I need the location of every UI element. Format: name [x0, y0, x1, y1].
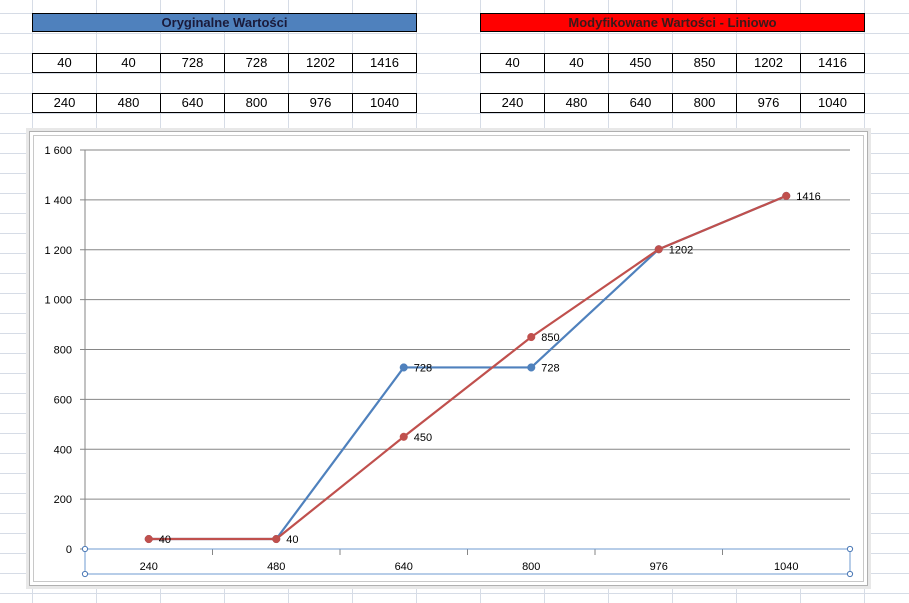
x-axis-selection-box[interactable] [84, 548, 851, 575]
selection-handles[interactable] [81, 545, 854, 578]
resize-handle[interactable] [81, 570, 89, 578]
table-cell[interactable]: 240 [33, 94, 97, 112]
data-label: 450 [414, 432, 432, 444]
x-tick-label: 240 [140, 561, 158, 573]
x-tick-label: 800 [522, 561, 540, 573]
table-cell[interactable]: 640 [161, 94, 225, 112]
table-cell[interactable]: 1202 [289, 54, 353, 72]
table-cell[interactable]: 1040 [353, 94, 417, 112]
table-cell[interactable]: 800 [225, 94, 289, 112]
table-cell[interactable]: 850 [673, 54, 737, 72]
data-point-marker[interactable] [144, 534, 153, 544]
gridlines [85, 149, 850, 500]
modified-values-header[interactable]: Modyfikowane Wartości - Liniowo [480, 13, 865, 32]
table-cell[interactable]: 728 [225, 54, 289, 72]
data-point-marker[interactable] [527, 363, 536, 372]
original-x-row: 240 480 640 800 976 1040 [32, 93, 417, 113]
modified-values-row: 40 40 450 850 1202 1416 [480, 53, 865, 73]
y-tick-label: 0 [66, 544, 72, 556]
table-cell[interactable]: 240 [481, 94, 545, 112]
y-tick-label: 600 [54, 394, 72, 406]
data-point-marker[interactable] [272, 534, 281, 544]
table-cell[interactable]: 640 [609, 94, 673, 112]
data-label: 728 [541, 362, 559, 374]
series-lines[interactable] [144, 191, 791, 544]
axes: 0 200 400 600 800 1 000 1 200 1 400 1 600 240 480 6… [44, 145, 851, 573]
table-cell[interactable]: 976 [737, 94, 801, 112]
table-cell[interactable]: 480 [545, 94, 609, 112]
y-tick-label: 1 400 [44, 195, 72, 207]
table-cell[interactable]: 40 [481, 54, 545, 72]
y-tick-label: 1 000 [44, 295, 72, 307]
data-label: 1202 [669, 244, 693, 256]
table-cell[interactable]: 40 [545, 54, 609, 72]
series-line[interactable] [148, 194, 787, 541]
modified-x-row: 240 480 640 800 976 1040 [480, 93, 865, 113]
y-tick-label: 1 200 [44, 245, 72, 257]
table-cell[interactable]: 40 [97, 54, 161, 72]
data-label: 1416 [796, 191, 820, 203]
original-values-header[interactable]: Oryginalne Wartości [32, 13, 417, 32]
data-point-marker[interactable] [527, 332, 536, 342]
data-label: 40 [159, 534, 171, 546]
x-tick-label: 480 [267, 561, 285, 573]
table-cell[interactable]: 1040 [801, 94, 865, 112]
table-cell[interactable]: 480 [97, 94, 161, 112]
x-tick-label: 976 [650, 561, 668, 573]
resize-handle[interactable] [81, 545, 89, 553]
x-tick-label: 640 [395, 561, 413, 573]
y-tick-label: 1 600 [44, 145, 72, 157]
data-label: 40 [286, 534, 298, 546]
table-cell[interactable]: 800 [673, 94, 737, 112]
chart-object[interactable] [29, 131, 868, 586]
data-point-marker[interactable] [399, 432, 408, 441]
chart-area[interactable] [33, 135, 864, 582]
x-tick-label: 1040 [774, 561, 798, 573]
y-tick-label: 400 [54, 444, 72, 456]
data-point-marker[interactable] [399, 363, 408, 372]
data-labels: 40 40 728 728 1202 1416 450 850 [159, 191, 821, 546]
data-point-marker[interactable] [654, 245, 663, 254]
original-values-row: 40 40 728 728 1202 1416 [32, 53, 417, 73]
table-cell[interactable]: 1416 [353, 54, 417, 72]
data-label: 850 [541, 332, 559, 344]
table-cell[interactable]: 1202 [737, 54, 801, 72]
data-point-marker[interactable] [782, 191, 791, 200]
table-cell[interactable]: 976 [289, 94, 353, 112]
table-cell[interactable]: 40 [33, 54, 97, 72]
table-cell[interactable]: 450 [609, 54, 673, 72]
data-label: 728 [414, 362, 432, 374]
y-tick-label: 800 [54, 345, 72, 357]
table-cell[interactable]: 1416 [801, 54, 865, 72]
table-cell[interactable]: 728 [161, 54, 225, 72]
resize-handle[interactable] [846, 545, 854, 553]
y-tick-label: 200 [54, 494, 72, 506]
resize-handle[interactable] [846, 570, 854, 578]
